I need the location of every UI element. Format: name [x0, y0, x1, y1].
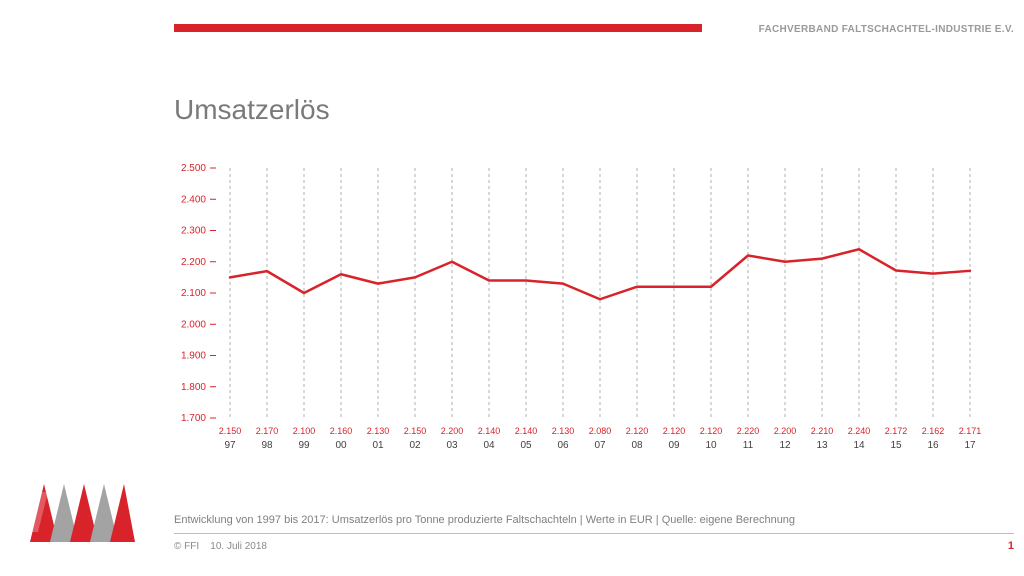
header-accent-bar — [174, 24, 702, 32]
page-title: Umsatzerlös — [174, 94, 330, 126]
svg-text:2.200: 2.200 — [774, 426, 797, 436]
svg-text:2.130: 2.130 — [552, 426, 575, 436]
footer-divider — [174, 533, 1014, 534]
svg-text:2.220: 2.220 — [737, 426, 760, 436]
footer-copyright: © FFI — [174, 541, 199, 552]
logo-svg — [30, 484, 135, 542]
svg-text:01: 01 — [372, 440, 384, 451]
svg-text:09: 09 — [668, 440, 680, 451]
svg-text:1.800: 1.800 — [181, 382, 206, 393]
svg-text:97: 97 — [224, 440, 236, 451]
svg-text:2.160: 2.160 — [330, 426, 353, 436]
svg-text:2.170: 2.170 — [256, 426, 279, 436]
footer-date: 10. Juli 2018 — [210, 541, 267, 552]
svg-text:10: 10 — [705, 440, 717, 451]
svg-text:07: 07 — [594, 440, 606, 451]
svg-text:2.130: 2.130 — [367, 426, 390, 436]
svg-text:2.200: 2.200 — [181, 257, 206, 268]
svg-text:14: 14 — [853, 440, 865, 451]
svg-text:2.140: 2.140 — [478, 426, 501, 436]
svg-text:02: 02 — [409, 440, 421, 451]
svg-text:16: 16 — [927, 440, 939, 451]
footer-text: © FFI 10. Juli 2018 — [174, 541, 267, 552]
svg-text:00: 00 — [335, 440, 347, 451]
svg-text:2.120: 2.120 — [663, 426, 686, 436]
chart-caption: Entwicklung von 1997 bis 2017: Umsatzerl… — [174, 514, 795, 526]
svg-text:2.500: 2.500 — [181, 163, 206, 174]
svg-text:05: 05 — [520, 440, 532, 451]
revenue-line-chart: 1.700 1.800 1.900 2.000 2.100 2.200 2.300 2.400… — [174, 160, 994, 460]
ffi-logo — [30, 484, 135, 542]
svg-text:1.700: 1.700 — [181, 413, 206, 424]
svg-text:1.900: 1.900 — [181, 351, 206, 362]
svg-text:2.300: 2.300 — [181, 226, 206, 237]
svg-text:2.120: 2.120 — [700, 426, 723, 436]
svg-text:2.150: 2.150 — [404, 426, 427, 436]
svg-text:2.000: 2.000 — [181, 319, 206, 330]
svg-text:2.400: 2.400 — [181, 194, 206, 205]
svg-text:03: 03 — [446, 440, 458, 451]
svg-text:2.210: 2.210 — [811, 426, 834, 436]
svg-text:2.140: 2.140 — [515, 426, 538, 436]
svg-text:2.150: 2.150 — [219, 426, 242, 436]
svg-text:2.100: 2.100 — [181, 288, 206, 299]
svg-text:2.171: 2.171 — [959, 426, 982, 436]
svg-text:08: 08 — [631, 440, 643, 451]
svg-text:2.172: 2.172 — [885, 426, 908, 436]
svg-text:2.240: 2.240 — [848, 426, 871, 436]
svg-text:04: 04 — [483, 440, 495, 451]
svg-text:11: 11 — [743, 440, 754, 451]
chart-svg: 1.700 1.800 1.900 2.000 2.100 2.200 2.300 2.400… — [174, 160, 994, 460]
svg-text:13: 13 — [816, 440, 828, 451]
svg-text:06: 06 — [557, 440, 569, 451]
svg-text:12: 12 — [779, 440, 791, 451]
header-org-name: FACHVERBAND FALTSCHACHTEL-INDUSTRIE E.V. — [759, 24, 1014, 35]
svg-text:2.162: 2.162 — [922, 426, 945, 436]
svg-text:2.120: 2.120 — [626, 426, 649, 436]
svg-text:99: 99 — [298, 440, 310, 451]
svg-text:15: 15 — [890, 440, 902, 451]
page-number: 1 — [1008, 540, 1014, 552]
svg-text:2.080: 2.080 — [589, 426, 612, 436]
svg-text:2.200: 2.200 — [441, 426, 464, 436]
svg-text:98: 98 — [261, 440, 273, 451]
svg-text:17: 17 — [964, 440, 976, 451]
svg-text:2.100: 2.100 — [293, 426, 316, 436]
